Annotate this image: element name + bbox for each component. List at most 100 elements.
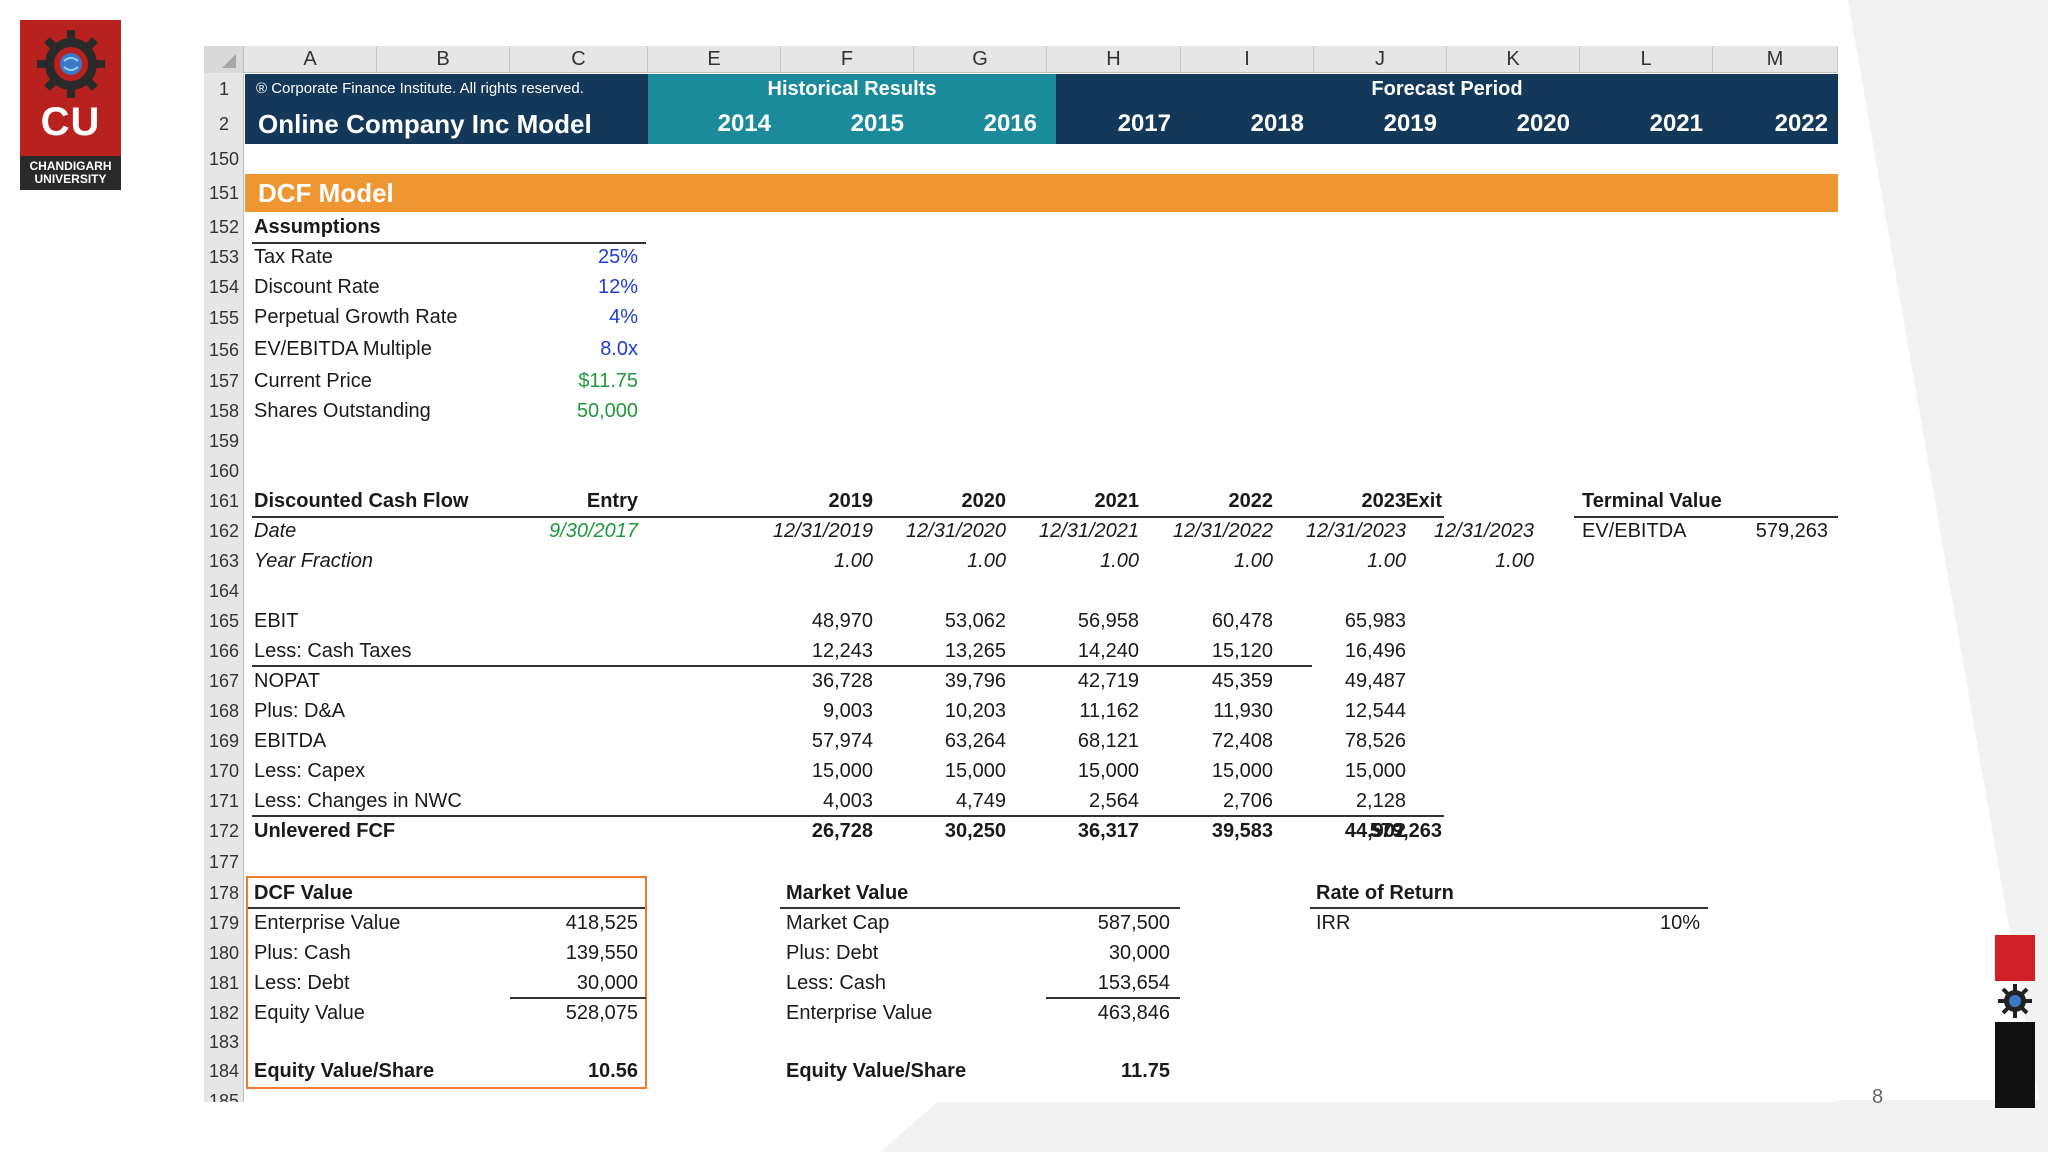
irr-label: IRR — [1316, 912, 1351, 934]
row-number-1[interactable]: 1 — [218, 79, 229, 99]
column-header-f[interactable]: F — [781, 46, 914, 73]
row-number-169[interactable]: 169 — [208, 731, 240, 751]
assumption-label: Shares Outstanding — [254, 400, 431, 422]
column-header-j[interactable]: J — [1314, 46, 1447, 73]
date-label: Date — [254, 520, 297, 542]
unlevered-fcf-value: 579,263 — [1369, 820, 1442, 842]
dcf-year-fraction: 1.00 — [1367, 550, 1406, 572]
historical-results-label: Historical Results — [767, 78, 937, 100]
dcf-title: Discounted Cash Flow — [254, 490, 469, 512]
column-header-a[interactable]: A — [244, 46, 377, 73]
row-number-181[interactable]: 181 — [208, 973, 240, 993]
row-number-183[interactable]: 183 — [208, 1032, 240, 1052]
dcf-line-value: 57,974 — [811, 730, 873, 752]
market-value-amount: 30,000 — [1108, 942, 1170, 964]
assumption-value[interactable]: $11.75 — [578, 370, 638, 392]
dcf-line-value: 45,359 — [1211, 670, 1273, 692]
dcf-date: 12/31/2021 — [1038, 520, 1139, 542]
row-number-182[interactable]: 182 — [208, 1003, 240, 1023]
header-year-2018: 2018 — [1250, 110, 1304, 137]
row-number-159[interactable]: 159 — [208, 431, 240, 451]
dcf-line-value: 39,796 — [944, 670, 1006, 692]
row-number-167[interactable]: 167 — [208, 671, 240, 691]
dcf-line-value: 4,749 — [955, 790, 1006, 812]
logo-university-name: CHANDIGARH UNIVERSITY — [20, 156, 121, 190]
column-header-k[interactable]: K — [1447, 46, 1580, 73]
column-header-c[interactable]: C — [510, 46, 648, 73]
row-number-165[interactable]: 165 — [208, 611, 240, 631]
row-number-158[interactable]: 158 — [208, 401, 240, 421]
unlevered-fcf-value: 26,728 — [811, 820, 873, 842]
column-header-g[interactable]: G — [914, 46, 1047, 73]
row-number-180[interactable]: 180 — [208, 943, 240, 963]
dcf-date: 12/31/2023 — [1305, 520, 1406, 542]
assumptions-underline — [252, 242, 646, 244]
assumption-value[interactable]: 25% — [597, 246, 638, 268]
dcf-line-value: 48,970 — [811, 610, 873, 632]
row-number-179[interactable]: 179 — [208, 913, 240, 933]
side-gear-icon — [1998, 984, 2032, 1018]
row-number-170[interactable]: 170 — [208, 761, 240, 781]
row-number-166[interactable]: 166 — [208, 641, 240, 661]
column-header-l[interactable]: L — [1580, 46, 1713, 73]
row-number-162[interactable]: 162 — [208, 521, 240, 541]
row-number-184[interactable]: 184 — [208, 1061, 240, 1081]
row-number-151[interactable]: 151 — [208, 183, 240, 203]
row-number-172[interactable]: 172 — [208, 821, 240, 841]
dcf-entry-label: Entry — [586, 490, 638, 512]
row-number-177[interactable]: 177 — [208, 852, 240, 872]
assumption-label: Perpetual Growth Rate — [254, 306, 458, 328]
row-number-155[interactable]: 155 — [208, 308, 240, 328]
assumption-value[interactable]: 8.0x — [600, 338, 638, 360]
market-value-amount: 463,846 — [1097, 1002, 1170, 1024]
column-header-i[interactable]: I — [1181, 46, 1314, 73]
row-number-154[interactable]: 154 — [208, 277, 240, 297]
dcf-line-value: 15,000 — [811, 760, 873, 782]
dcf-year-2020: 2020 — [961, 490, 1007, 512]
column-header-h[interactable]: H — [1047, 46, 1181, 73]
dcf-value-amount: 30,000 — [576, 972, 638, 994]
column-header-b[interactable]: B — [377, 46, 510, 73]
row-number-171[interactable]: 171 — [208, 791, 240, 811]
dcf-line-value: 2,128 — [1355, 790, 1406, 812]
assumption-label: Tax Rate — [254, 246, 333, 268]
row-number-163[interactable]: 163 — [208, 551, 240, 571]
row-number-178[interactable]: 178 — [208, 883, 240, 903]
column-header-row — [204, 46, 1838, 73]
market-equity-per-share-value: 11.75 — [1121, 1060, 1170, 1082]
column-header-m[interactable]: M — [1713, 46, 1838, 73]
dcf-value-amount: 528,075 — [565, 1002, 638, 1024]
dcf-year-fraction: 1.00 — [1100, 550, 1139, 572]
select-all-corner[interactable] — [204, 46, 244, 73]
row-number-164[interactable]: 164 — [208, 581, 240, 601]
dcf-line-label: Less: Capex — [254, 760, 366, 782]
dcf-exit-label: Exit — [1405, 490, 1442, 512]
dcf-line-value: 12,544 — [1344, 700, 1406, 722]
market-equity-per-share-label: Equity Value/Share — [786, 1060, 967, 1082]
row-number-161[interactable]: 161 — [208, 491, 240, 511]
nopat-divider — [252, 665, 1312, 667]
row-number-2[interactable]: 2 — [218, 114, 229, 134]
background-bottom-band — [880, 1100, 2048, 1152]
row-number-150[interactable]: 150 — [208, 149, 240, 169]
dcf-line-value: 15,000 — [944, 760, 1006, 782]
row-number-160[interactable]: 160 — [208, 461, 240, 481]
row-number-185[interactable]: 185 — [208, 1091, 240, 1102]
row-number-156[interactable]: 156 — [208, 340, 240, 360]
row-number-153[interactable]: 153 — [208, 247, 240, 267]
row-number-152[interactable]: 152 — [208, 217, 240, 237]
equity-value-divider — [510, 997, 646, 999]
dcf-line-value: 4,003 — [822, 790, 873, 812]
assumption-value[interactable]: 50,000 — [576, 400, 638, 422]
dcf-banner-title: DCF Model — [258, 178, 394, 208]
dcf-line-value: 15,000 — [1344, 760, 1406, 782]
market-value-title: Market Value — [786, 882, 909, 904]
dcf-line-value: 12,243 — [811, 640, 873, 662]
assumption-value[interactable]: 12% — [597, 276, 638, 298]
assumption-value[interactable]: 4% — [609, 306, 638, 328]
column-header-e[interactable]: E — [648, 46, 781, 73]
market-value-amount: 153,654 — [1097, 972, 1170, 994]
terminal-value-title: Terminal Value — [1582, 490, 1722, 512]
row-number-168[interactable]: 168 — [208, 701, 240, 721]
row-number-157[interactable]: 157 — [208, 371, 240, 391]
